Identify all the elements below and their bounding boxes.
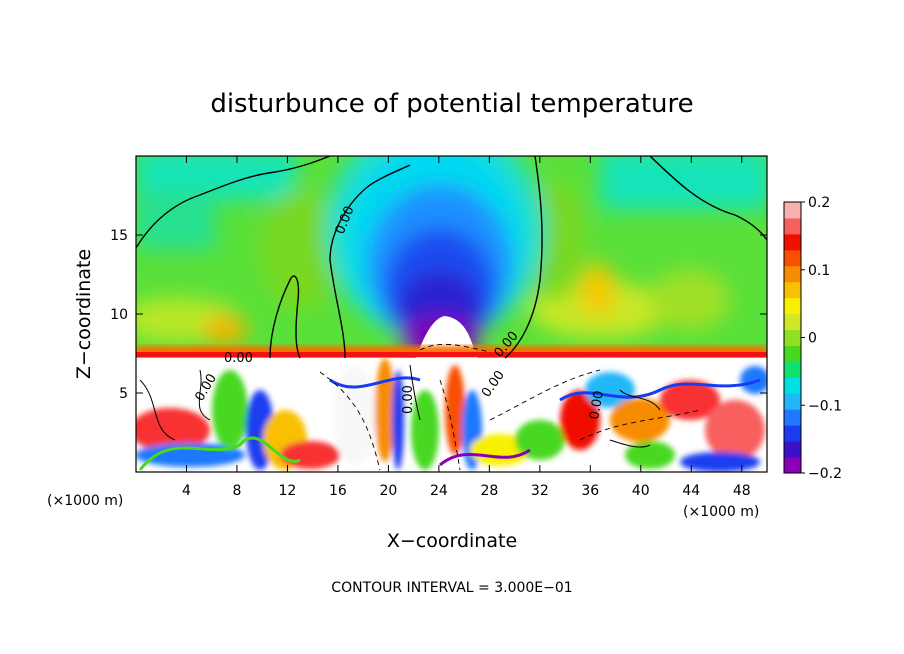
colorbar-segment — [784, 409, 801, 426]
colorbar-segment — [784, 249, 801, 267]
y-tick-label: 5 — [119, 386, 128, 402]
colorbar-tick-label: 0.2 — [808, 195, 830, 211]
x-tick-label: 32 — [531, 483, 549, 499]
colorbar-tick-label: −0.2 — [808, 466, 842, 482]
colorbar-segment — [784, 457, 801, 474]
x-axis-label: X−coordinate — [387, 530, 517, 552]
colorbar-segment — [784, 297, 801, 315]
colorbar-tick-label: −0.1 — [808, 398, 842, 414]
x-tick-label: 36 — [581, 483, 599, 499]
contour-interval: CONTOUR INTERVAL = 3.000E−01 — [331, 580, 572, 596]
colorbar-segment — [784, 217, 801, 235]
contour-label: 0.00 — [587, 390, 607, 421]
colorbar-segment — [784, 265, 801, 283]
x-tick-label: 44 — [682, 483, 700, 499]
y-axis-ticks: 5 10 15 — [110, 228, 767, 402]
x-tick-label: 16 — [329, 483, 347, 499]
contour-label: 0.00 — [401, 385, 416, 414]
chart-title: disturbunce of potential temperature — [210, 89, 693, 119]
contour-label: 0.00 — [224, 351, 253, 366]
x-tick-label: 28 — [480, 483, 498, 499]
colorbar-segment — [784, 361, 801, 378]
colorbar-segment — [784, 425, 801, 442]
x-tick-label: 12 — [279, 483, 297, 499]
colorbar-segment — [784, 393, 801, 410]
y-tick-label: 10 — [110, 307, 128, 323]
colorbar: 0.2 0.1 0 −0.1 −0.2 — [783, 195, 842, 482]
x-unit-label-right: (×1000 m) — [683, 504, 759, 520]
colorbar-segment — [784, 202, 801, 219]
colorbar-segment — [784, 313, 801, 331]
colorbar-segment — [784, 281, 801, 299]
colorbar-segment — [784, 377, 801, 394]
x-tick-label: 48 — [733, 483, 751, 499]
colorbar-segment — [784, 345, 801, 362]
x-tick-label: 4 — [182, 483, 191, 499]
heatmap-field — [136, 156, 767, 472]
y-axis-label: Z−coordinate — [73, 249, 95, 379]
y-tick-label: 15 — [110, 228, 128, 244]
x-axis-ticks: 4 8 12 16 20 24 28 32 36 40 44 48 — [182, 156, 751, 499]
x-tick-label: 40 — [632, 483, 650, 499]
x-tick-label: 24 — [430, 483, 448, 499]
x-tick-label: 8 — [232, 483, 241, 499]
x-unit-label-left: (×1000 m) — [47, 493, 123, 509]
colorbar-tick-label: 0.1 — [808, 263, 830, 279]
colorbar-segment — [784, 329, 801, 346]
colorbar-tick-label: 0 — [808, 331, 817, 347]
colorbar-segment — [784, 441, 801, 458]
x-tick-label: 20 — [379, 483, 397, 499]
colorbar-segment — [784, 233, 801, 251]
